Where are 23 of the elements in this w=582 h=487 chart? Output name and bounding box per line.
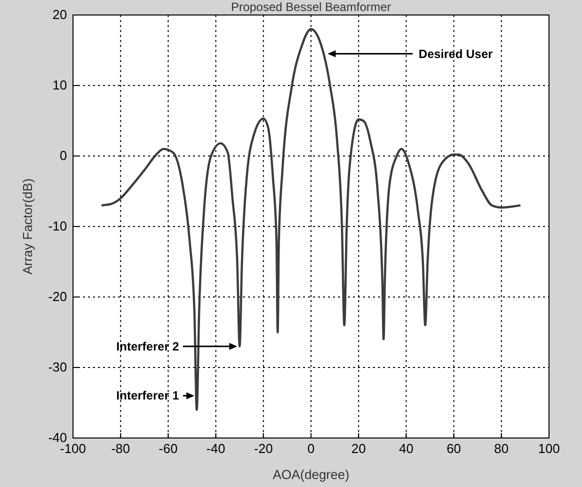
line-series — [100, 28, 522, 411]
x-tick-label: 100 — [538, 441, 560, 456]
y-tick-label: 0 — [60, 148, 67, 164]
x-tick-label: -80 — [111, 441, 130, 456]
x-tick-label: 80 — [494, 441, 509, 456]
x-axis-title: AOA(degree) — [272, 467, 350, 482]
x-tick-label: -60 — [158, 441, 178, 456]
x-tick-label: 40 — [398, 441, 414, 456]
x-tick-label: -20 — [254, 441, 273, 456]
y-axis-title: Array Factor(dB) — [20, 178, 35, 275]
x-tick-label: 60 — [446, 441, 462, 456]
y-tick-label: -30 — [48, 360, 67, 375]
annotation: Interferer 1 — [116, 388, 180, 403]
annotation: Interferer 2 — [116, 339, 180, 354]
x-tick-label: 0 — [307, 441, 315, 456]
x-tick-label: 20 — [351, 441, 366, 456]
y-tick-label: 20 — [52, 7, 67, 22]
chart-title: Proposed Bessel Beamformer — [230, 0, 392, 14]
annotation: Desired User — [418, 46, 494, 61]
y-tick-label: -10 — [48, 218, 67, 234]
x-tick-label: -40 — [206, 441, 226, 456]
y-tick-label: -20 — [48, 289, 67, 304]
y-tick-label: 10 — [52, 78, 67, 93]
